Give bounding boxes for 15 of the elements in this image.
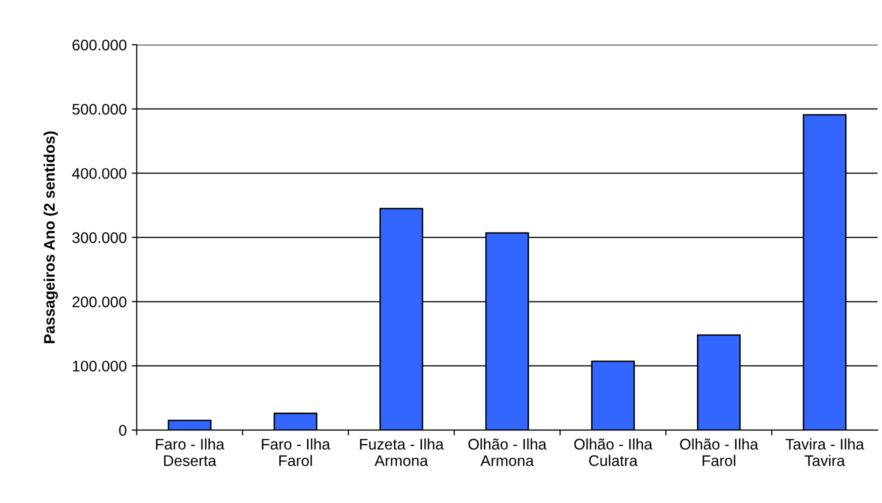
x-tick-label: Faro - Ilha Farol (262, 438, 330, 466)
y-tick-label: 0 (119, 424, 126, 436)
x-tick-label: Olhão - Ilha Culatra (574, 438, 652, 466)
y-tick-label: 400.000 (72, 168, 126, 179)
x-tick-label: Faro - Ilha Deserta (156, 438, 224, 466)
x-tick-label: Olhão - Ilha Farol (680, 438, 758, 466)
x-tick-label: Olhão - Ilha Armona (468, 438, 547, 466)
x-tick-label: Tavira - Ilha Tavira (786, 438, 864, 466)
x-tick-label: Fuzeta - Ilha Armona (360, 438, 444, 466)
y-tick-label: 100.000 (72, 360, 126, 372)
y-axis-title: Passageiros Ano (2 sentidos) (44, 131, 58, 344)
y-tick-label: 200.000 (72, 296, 126, 308)
y-tick-label: 500.000 (72, 104, 126, 115)
y-tick-label: 300.000 (72, 232, 126, 244)
y-tick-label: 600.000 (72, 40, 126, 50)
